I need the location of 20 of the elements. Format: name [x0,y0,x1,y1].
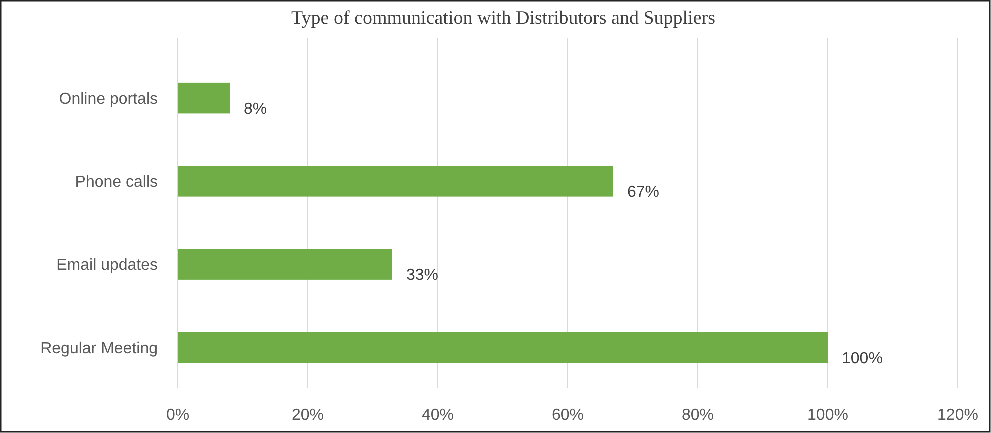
x-tick-label: 80% [682,407,714,424]
x-tick-label: 120% [938,407,978,424]
x-tick-label: 60% [552,407,584,424]
y-tick-label: Email updates [56,257,158,274]
x-tick-label: 0% [166,407,190,424]
bar [178,332,828,364]
chart-title: Type of communication with Distributors and Suppliers [291,8,716,29]
x-tick-label: 20% [292,407,324,424]
x-tick-label: 40% [422,407,454,424]
data-label: 33% [406,267,439,284]
data-label: 67% [628,184,660,202]
data-label: 100% [842,350,883,368]
bar [178,82,230,114]
y-tick-label: Regular Meeting [40,340,158,358]
y-tick-label: Online portals [59,90,158,108]
bar [178,166,614,197]
y-tick-label: Phone calls [75,174,158,192]
x-tick-label: 100% [808,407,848,424]
bar [178,249,392,280]
data-label: 8% [244,100,268,118]
